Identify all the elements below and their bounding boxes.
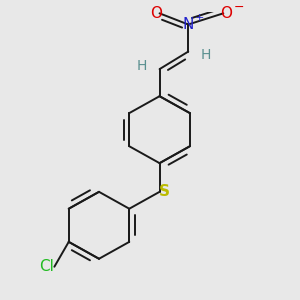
Text: O: O <box>150 6 162 21</box>
Text: N: N <box>183 17 194 32</box>
Text: H: H <box>137 59 147 73</box>
Text: O: O <box>220 6 232 21</box>
Text: S: S <box>159 184 170 199</box>
Text: Cl: Cl <box>39 259 54 274</box>
Text: H: H <box>201 48 211 62</box>
Text: −: − <box>234 1 244 13</box>
Text: +: + <box>195 13 204 23</box>
